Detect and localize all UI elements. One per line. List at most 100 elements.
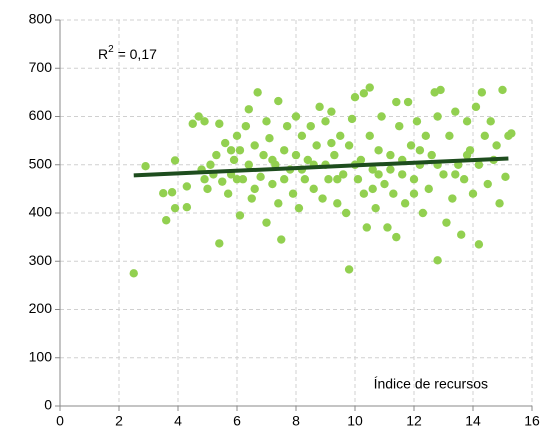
point [247, 194, 256, 203]
x-tick-label: 12 [406, 413, 422, 429]
point [347, 114, 357, 124]
point [321, 117, 330, 126]
point [280, 175, 289, 184]
point [268, 155, 277, 165]
x-tick-label: 2 [115, 413, 123, 429]
point [221, 138, 230, 148]
point [265, 134, 274, 143]
point [377, 112, 386, 121]
point [498, 85, 507, 95]
point [359, 189, 369, 198]
point [421, 131, 430, 140]
point [268, 179, 277, 189]
point [250, 184, 259, 194]
point [250, 141, 259, 150]
point [495, 199, 504, 208]
point [282, 121, 292, 131]
point [462, 150, 472, 160]
point [433, 112, 442, 121]
point [312, 141, 321, 150]
point [371, 203, 380, 213]
point [318, 194, 327, 203]
point [415, 146, 425, 155]
point [212, 150, 221, 160]
point [445, 131, 454, 140]
point [474, 240, 484, 249]
point [288, 189, 298, 198]
point [280, 146, 289, 155]
point [129, 269, 138, 278]
point [141, 161, 150, 171]
point [483, 179, 492, 189]
x-axis-label: Índice de recursos [374, 376, 488, 392]
point [244, 160, 253, 169]
point [238, 175, 248, 184]
point [392, 97, 401, 107]
point [442, 218, 451, 227]
point [253, 88, 262, 97]
y-tick-label: 500 [29, 155, 53, 171]
y-tick-label: 600 [29, 107, 53, 123]
point [315, 102, 324, 112]
point [386, 150, 395, 160]
point [374, 170, 383, 179]
point [471, 102, 481, 112]
point [182, 203, 192, 212]
x-tick-label: 8 [292, 413, 300, 429]
point [303, 155, 312, 165]
point [468, 189, 478, 198]
point [439, 170, 448, 179]
x-tick-label: 6 [233, 413, 241, 429]
point [159, 189, 168, 198]
point [274, 199, 283, 208]
point [380, 179, 389, 189]
point [501, 172, 510, 182]
point [477, 88, 487, 97]
point [336, 131, 345, 140]
point [291, 112, 301, 121]
point [194, 112, 203, 121]
x-tick-label: 14 [465, 413, 481, 429]
point [409, 175, 419, 184]
point [418, 208, 428, 218]
point [229, 155, 239, 165]
point [232, 175, 242, 184]
point [256, 172, 265, 182]
point [274, 96, 283, 106]
point [359, 89, 369, 98]
point [427, 150, 436, 160]
point [294, 203, 304, 213]
point [492, 141, 501, 150]
annotation: R2 = 0,17 [98, 44, 157, 62]
point [306, 121, 315, 131]
x-tick-label: 4 [174, 413, 182, 429]
point [232, 131, 242, 140]
point [462, 117, 472, 126]
point [333, 175, 342, 184]
point [324, 175, 333, 184]
point [262, 218, 271, 227]
point [330, 150, 339, 160]
point [339, 170, 348, 179]
trendline [133, 156, 509, 178]
point [344, 141, 354, 150]
x-tick-label: 16 [524, 413, 540, 429]
y-tick-label: 100 [29, 348, 53, 364]
point [451, 170, 460, 179]
point [362, 223, 371, 232]
point [200, 117, 209, 126]
point [424, 184, 433, 194]
point [333, 199, 342, 208]
x-tick-label: 10 [347, 413, 363, 429]
point [200, 175, 209, 184]
point [327, 138, 336, 148]
point [215, 239, 224, 248]
point [182, 182, 192, 191]
point [241, 121, 251, 131]
y-tick-label: 400 [29, 204, 53, 220]
point [451, 107, 460, 116]
point [291, 150, 301, 160]
point [259, 150, 268, 160]
point [170, 203, 180, 213]
